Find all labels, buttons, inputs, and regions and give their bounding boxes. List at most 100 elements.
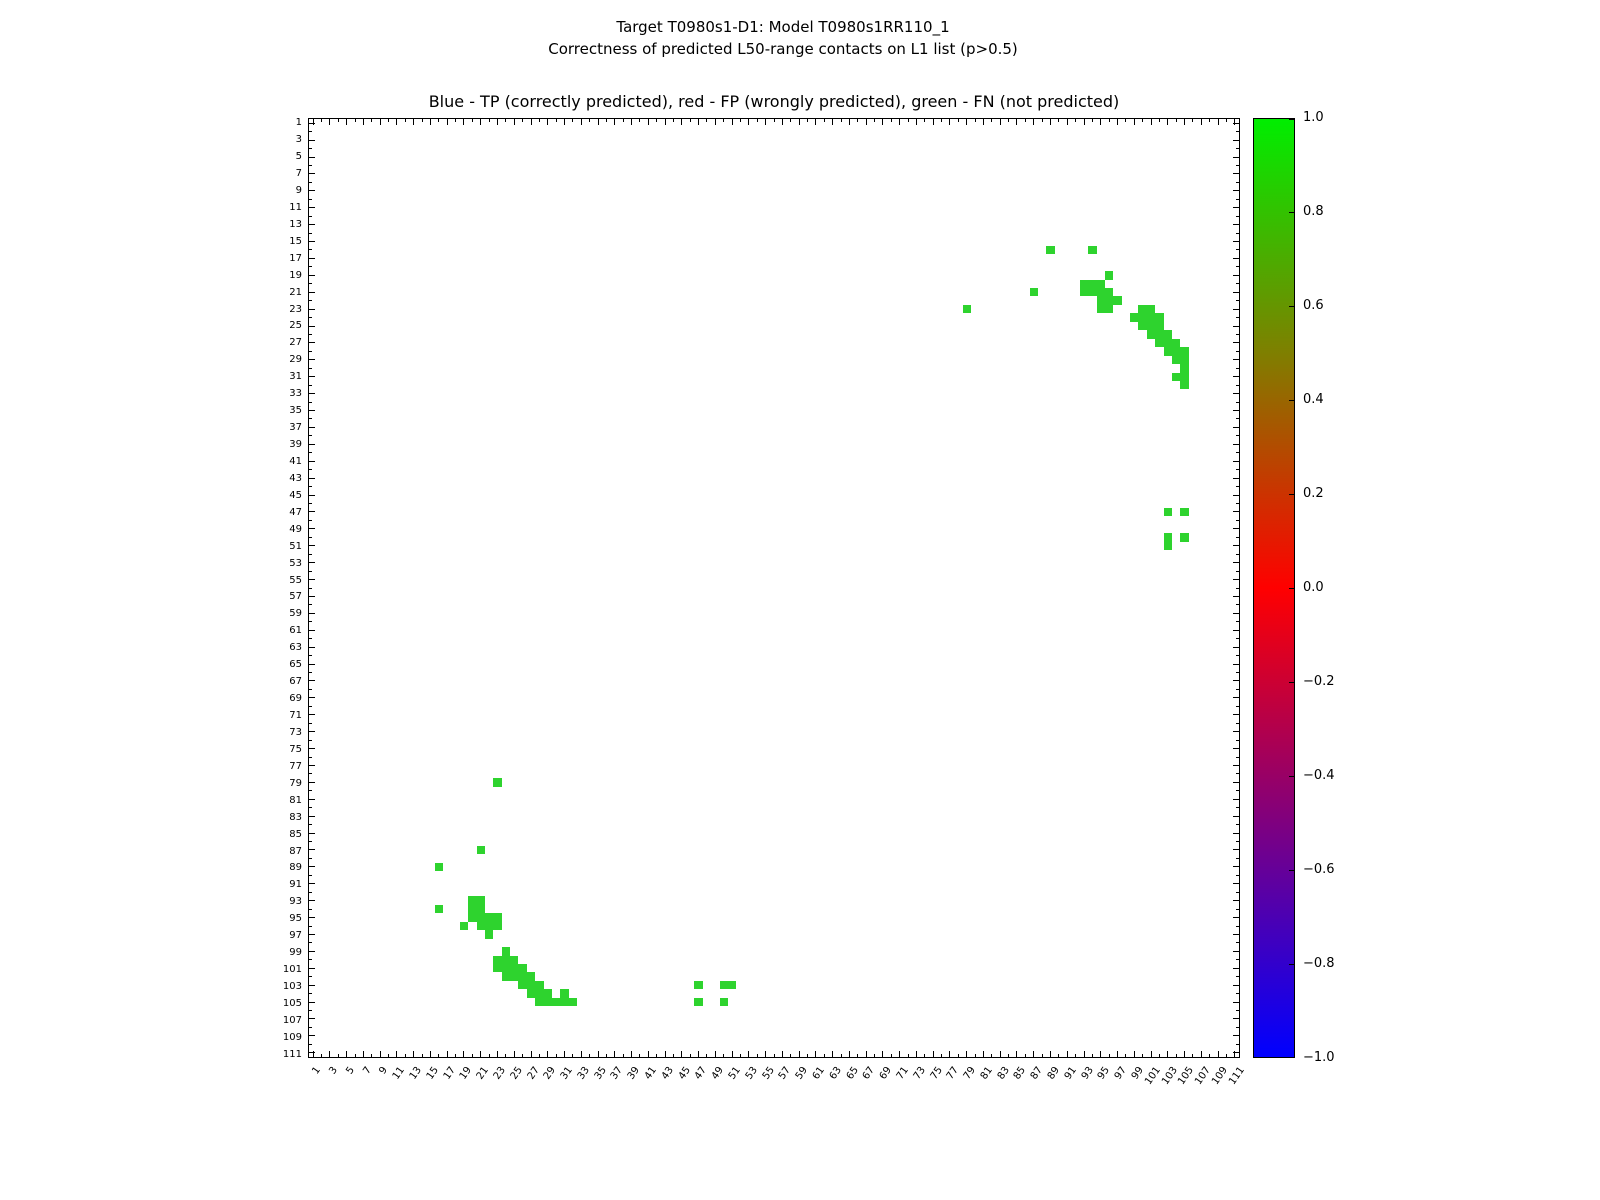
tick-mark	[446, 119, 448, 125]
tick-mark	[790, 119, 792, 122]
contact-cell-fn	[1088, 279, 1097, 288]
y-tick-label: 59	[289, 608, 302, 620]
contact-cell-fn	[501, 972, 511, 981]
tick-mark	[309, 1026, 312, 1028]
tick-mark	[337, 1054, 339, 1057]
tick-mark	[1066, 1051, 1068, 1057]
tick-mark	[1233, 612, 1239, 614]
tick-mark	[309, 579, 315, 581]
contact-cell-fn	[535, 980, 544, 990]
tick-mark	[882, 119, 884, 125]
tick-mark	[555, 1054, 557, 1057]
tick-mark	[309, 917, 315, 919]
y-tick-label: 3	[295, 134, 302, 146]
tick-mark	[309, 486, 312, 488]
tick-mark	[309, 156, 315, 158]
tick-mark	[1236, 638, 1239, 640]
tick-mark	[312, 119, 314, 125]
tick-mark	[309, 950, 315, 952]
tick-mark	[1033, 1051, 1035, 1057]
tick-mark	[647, 119, 649, 125]
tick-mark	[309, 933, 315, 935]
tick-mark	[1236, 773, 1239, 775]
tick-mark	[309, 190, 315, 192]
contact-cell-fn	[526, 989, 536, 998]
tick-mark	[309, 773, 312, 775]
tick-mark	[309, 1001, 315, 1003]
contact-cell-fn	[476, 896, 485, 905]
tick-mark	[379, 1051, 381, 1057]
contact-cell-fn	[551, 997, 561, 1007]
contact-cell-fn	[526, 972, 536, 981]
tick-mark	[309, 528, 315, 530]
tick-mark	[1236, 942, 1239, 944]
tick-mark	[882, 1051, 884, 1057]
tick-mark	[991, 1054, 993, 1057]
y-tick-label: 73	[289, 726, 302, 738]
tick-mark	[309, 164, 312, 166]
y-tick-label: 91	[289, 879, 302, 891]
tick-mark	[1100, 1051, 1102, 1057]
tick-mark	[1236, 148, 1239, 150]
tick-mark	[309, 266, 312, 268]
contact-cell-fn	[719, 997, 728, 1007]
tick-mark	[1083, 1051, 1085, 1057]
tick-mark	[354, 119, 356, 122]
tick-mark	[1233, 849, 1239, 851]
tick-mark	[1236, 367, 1239, 369]
y-tick-label: 39	[289, 439, 302, 451]
tick-mark	[471, 1054, 473, 1057]
tick-mark	[309, 342, 315, 344]
contact-cell-fn	[501, 947, 511, 956]
tick-mark	[756, 1054, 758, 1057]
tick-mark	[309, 173, 315, 175]
colorbar-tick-mark	[1289, 776, 1294, 777]
tick-mark	[1236, 756, 1239, 758]
tick-mark	[309, 418, 312, 420]
y-tick-label: 33	[289, 388, 302, 400]
tick-mark	[1233, 579, 1239, 581]
contact-cell-fn	[1163, 533, 1172, 542]
tick-mark	[672, 1054, 674, 1057]
y-tick-label: 51	[289, 540, 302, 552]
tick-mark	[1209, 119, 1211, 122]
contact-cell-fn	[526, 980, 536, 990]
tick-mark	[1233, 1018, 1239, 1020]
figure-title: Target T0980s1-D1: Model T0980s1RR110_1 …	[0, 16, 1566, 60]
contact-cell-fn	[1146, 321, 1156, 331]
tick-mark	[924, 119, 926, 122]
y-tick-label: 99	[289, 947, 302, 959]
tick-mark	[309, 967, 315, 969]
tick-mark	[1233, 224, 1239, 226]
tick-mark	[672, 119, 674, 122]
contact-cell-fn	[1155, 321, 1164, 331]
contact-map-plot	[308, 118, 1240, 1058]
tick-mark	[1236, 553, 1239, 555]
tick-mark	[1233, 764, 1239, 766]
tick-mark	[309, 621, 312, 623]
tick-mark	[790, 1054, 792, 1057]
contact-cell-fn	[518, 972, 527, 981]
contact-cell-fn	[1079, 288, 1089, 297]
tick-mark	[1233, 511, 1239, 513]
tick-mark	[589, 1054, 591, 1057]
tick-mark	[1233, 714, 1239, 716]
tick-mark	[1158, 119, 1160, 122]
tick-mark	[309, 181, 312, 183]
tick-mark	[1075, 119, 1077, 122]
y-tick-label: 63	[289, 642, 302, 654]
tick-mark	[1236, 1043, 1239, 1045]
tick-mark	[346, 1051, 348, 1057]
tick-mark	[966, 1051, 968, 1057]
tick-mark	[1233, 815, 1239, 817]
tick-mark	[309, 595, 315, 597]
contact-cell-fn	[560, 997, 569, 1007]
colorbar-tick-mark	[1289, 588, 1294, 589]
tick-mark	[714, 1051, 716, 1057]
tick-mark	[1236, 249, 1239, 251]
tick-mark	[309, 705, 312, 707]
contact-cell-fn	[694, 980, 703, 990]
tick-mark	[309, 384, 312, 386]
tick-mark	[1236, 891, 1239, 893]
tick-mark	[857, 1054, 859, 1057]
